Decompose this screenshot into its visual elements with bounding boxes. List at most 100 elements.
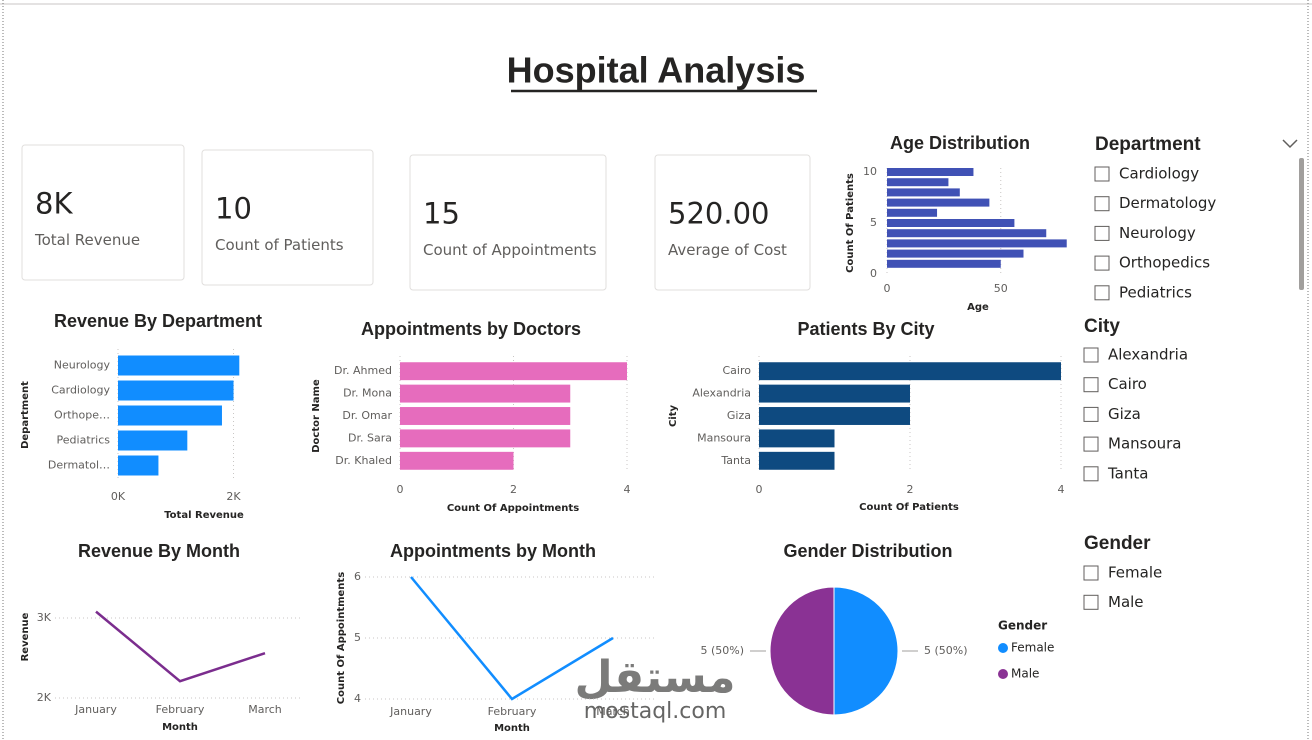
x-tick-label: February	[488, 705, 537, 718]
chart-title: Revenue By Month	[78, 541, 240, 561]
dropdown-chevron[interactable]	[1282, 139, 1298, 149]
slicer-checkbox[interactable]	[1083, 347, 1099, 363]
bar[interactable]	[759, 362, 1061, 381]
slicer-item: Dermatology	[1119, 194, 1216, 212]
y-tick-label: 5	[870, 216, 877, 229]
bar[interactable]	[887, 249, 1024, 258]
bar[interactable]	[118, 405, 222, 426]
line-series	[95, 610, 266, 683]
y-tick-label: Orthope…	[54, 409, 110, 422]
x-tick-label: 0K	[111, 490, 126, 503]
legend-title: Gender	[998, 619, 1047, 633]
bar[interactable]	[400, 384, 571, 403]
bar[interactable]	[887, 229, 1047, 238]
bar[interactable]	[887, 219, 1015, 227]
slicer-item: Cairo	[1108, 375, 1147, 393]
slicer-item: Alexandria	[1108, 346, 1188, 364]
x-axis-label: Month	[162, 722, 198, 733]
kpi-value: 8K	[35, 187, 73, 221]
bar[interactable]	[759, 451, 835, 470]
y-tick-label: Dr. Khaled	[335, 454, 392, 467]
chart-title: Age Distribution	[890, 133, 1030, 153]
pie-slice[interactable]	[769, 586, 835, 716]
bar[interactable]	[887, 188, 960, 197]
slicer-title: City	[1084, 316, 1120, 337]
bar[interactable]	[118, 355, 240, 376]
y-tick-label: 6	[354, 570, 361, 583]
y-tick-label: Dr. Sara	[348, 431, 392, 444]
bar[interactable]	[759, 407, 910, 425]
bar[interactable]	[887, 168, 974, 176]
bar[interactable]	[400, 362, 627, 381]
x-tick-label: 2	[510, 483, 517, 496]
chart-title: Appointments by Doctors	[361, 319, 581, 339]
x-tick-label: 50	[994, 282, 1008, 295]
x-tick-label: 0	[397, 483, 404, 496]
kpi-card	[654, 154, 811, 291]
slicer-checkbox[interactable]	[1083, 565, 1099, 581]
watermark-name: مستقل	[575, 652, 736, 703]
slicer-item: Tanta	[1107, 464, 1148, 482]
slicer-checkbox[interactable]	[1094, 225, 1110, 241]
watermark-site: mostaql.com	[584, 699, 727, 724]
x-tick-label: 4	[1058, 483, 1065, 496]
line-series	[410, 576, 614, 701]
legend-swatch[interactable]	[998, 643, 1008, 653]
x-axis-label: Count Of Appointments	[447, 503, 579, 514]
pie-slice[interactable]	[833, 586, 899, 716]
bar[interactable]	[887, 178, 949, 187]
bar[interactable]	[118, 430, 188, 451]
bar[interactable]	[759, 429, 835, 448]
bar[interactable]	[887, 259, 1001, 268]
y-tick-label: 2K	[37, 691, 52, 704]
slicer-checkbox[interactable]	[1094, 285, 1110, 301]
y-axis-label: Count Of Appointments	[336, 572, 347, 704]
slicer-checkbox[interactable]	[1083, 466, 1099, 482]
slicer-checkbox[interactable]	[1094, 255, 1110, 271]
bar[interactable]	[887, 208, 938, 217]
slicer-item: Mansoura	[1108, 435, 1182, 453]
slicer-checkbox[interactable]	[1094, 196, 1110, 212]
bar[interactable]	[400, 429, 571, 448]
bar[interactable]	[759, 384, 910, 403]
bar[interactable]	[400, 407, 571, 425]
scrollbar[interactable]	[1299, 158, 1304, 290]
slicer-checkbox[interactable]	[1083, 436, 1099, 452]
slicer-checkbox[interactable]	[1083, 377, 1099, 393]
bar[interactable]	[118, 380, 234, 401]
x-tick-label: 4	[624, 483, 631, 496]
kpi-value: 15	[423, 197, 460, 231]
bar[interactable]	[887, 239, 1067, 248]
x-tick-label: 0	[756, 483, 763, 496]
y-tick-label: Neurology	[54, 359, 111, 372]
legend-swatch[interactable]	[998, 669, 1008, 679]
y-tick-label: Cardiology	[51, 384, 110, 397]
slicer-checkbox[interactable]	[1083, 594, 1099, 610]
kpi-value: 520.00	[668, 197, 769, 231]
data-label: 5 (50%)	[924, 644, 968, 657]
x-tick-label: 2K	[226, 490, 241, 503]
kpi-label: Total Revenue	[34, 231, 140, 249]
y-tick-label: 0	[870, 267, 877, 280]
slicer-checkbox[interactable]	[1083, 406, 1099, 422]
x-axis-label: Total Revenue	[164, 510, 244, 521]
kpi-label: Count of Patients	[215, 236, 344, 254]
bar[interactable]	[118, 455, 159, 476]
bar[interactable]	[887, 198, 990, 207]
chart-title: Patients By City	[797, 319, 934, 339]
x-tick-label: February	[156, 703, 205, 716]
slicer-checkbox[interactable]	[1094, 166, 1110, 182]
slicer-item: Cardiology	[1119, 165, 1199, 183]
legend-label: Female	[1011, 641, 1054, 655]
slicer-item: Giza	[1108, 405, 1141, 423]
y-axis-label: City	[668, 404, 679, 427]
y-tick-label: Mansoura	[697, 431, 751, 444]
y-tick-label: Dr. Mona	[343, 387, 392, 400]
kpi-card	[201, 149, 374, 286]
bar[interactable]	[400, 451, 514, 470]
y-axis-label: Revenue	[20, 612, 31, 661]
y-tick-label: Dr. Ahmed	[334, 364, 392, 377]
kpi-card	[21, 144, 185, 281]
x-tick-label: March	[596, 705, 630, 718]
